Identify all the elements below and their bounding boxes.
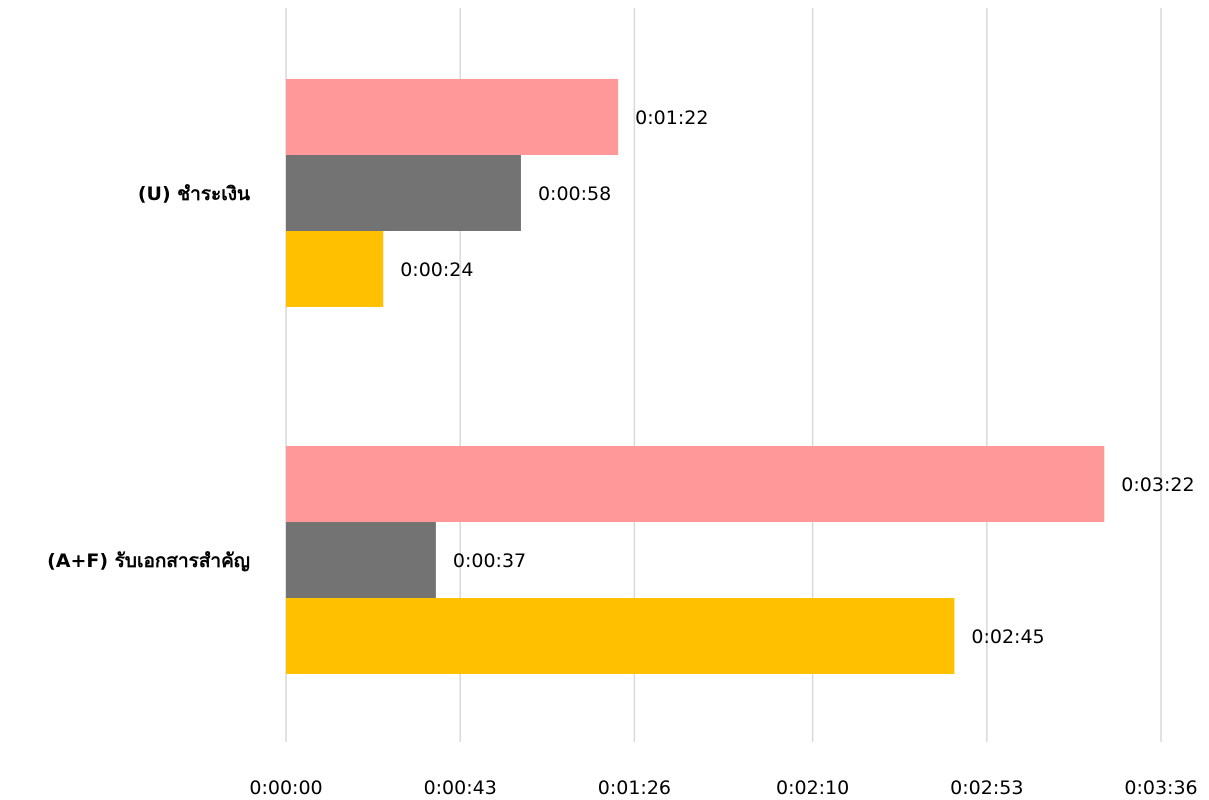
data-label: 0:02:45: [971, 626, 1044, 648]
bar: [286, 231, 384, 307]
x-tick-label: 0:02:53: [950, 777, 1023, 799]
x-tick-label: 0:00:43: [424, 777, 497, 799]
bar: [286, 522, 436, 598]
category-label: (U) ชำระเงิน: [138, 183, 250, 205]
bar: [286, 598, 955, 674]
bar: [286, 446, 1105, 522]
x-tick-label: 0:01:26: [598, 777, 671, 799]
data-labels: 0:01:22 0:00:58 0:00:24 0:03:22 0:00:37 0:02:…: [400, 107, 1194, 648]
data-label: 0:00:24: [400, 259, 473, 281]
y-axis-category-labels: (U) ชำระเงิน (A+F) รับเอกสารสำคัญ: [47, 183, 250, 572]
data-label: 0:00:58: [538, 183, 611, 205]
data-label: 0:03:22: [1121, 474, 1194, 496]
x-axis-tick-labels: 0:00:00 0:00:43 0:01:26 0:02:10 0:02:53 0:03:…: [249, 777, 1197, 799]
category-label: (A+F) รับเอกสารสำคัญ: [47, 550, 250, 572]
data-label: 0:01:22: [635, 107, 708, 129]
bars: [286, 79, 1105, 674]
x-tick-label: 0:02:10: [776, 777, 849, 799]
data-label: 0:00:37: [453, 550, 526, 572]
bar: [286, 155, 521, 231]
x-tick-label: 0:00:00: [249, 777, 322, 799]
bar: [286, 79, 619, 155]
x-tick-label: 0:03:36: [1124, 777, 1197, 799]
